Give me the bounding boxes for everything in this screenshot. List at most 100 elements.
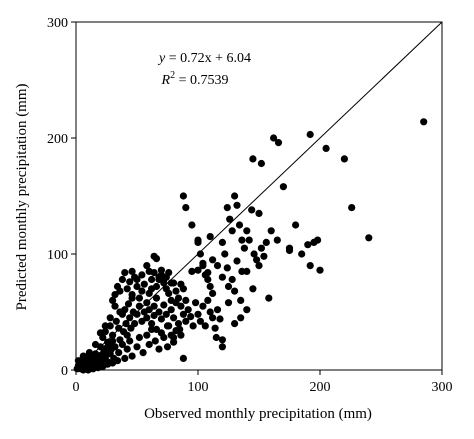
data-point xyxy=(209,289,217,297)
data-point xyxy=(165,289,173,297)
data-point xyxy=(204,275,212,284)
data-point xyxy=(140,280,148,288)
data-point xyxy=(196,250,204,258)
data-point xyxy=(237,314,245,322)
data-point xyxy=(257,244,265,252)
data-point xyxy=(106,314,114,322)
data-point xyxy=(267,227,275,235)
data-point xyxy=(237,296,245,304)
data-point xyxy=(101,322,109,330)
data-point xyxy=(128,291,136,299)
data-point xyxy=(152,294,161,302)
data-point xyxy=(160,333,168,342)
data-point xyxy=(216,315,224,323)
data-point xyxy=(174,294,183,302)
data-point xyxy=(188,267,196,275)
data-point xyxy=(243,267,251,275)
y-tick-label: 100 xyxy=(47,248,68,263)
data-point xyxy=(167,296,175,304)
data-point xyxy=(226,215,234,223)
data-point xyxy=(204,269,212,277)
data-point xyxy=(143,331,151,339)
data-point xyxy=(135,302,143,310)
data-point xyxy=(177,302,185,310)
data-point xyxy=(188,221,196,229)
data-point xyxy=(231,192,239,200)
data-point xyxy=(270,134,278,142)
data-point xyxy=(194,236,202,244)
data-point xyxy=(248,206,256,214)
data-point xyxy=(213,306,222,314)
data-point xyxy=(306,262,314,270)
data-point xyxy=(157,266,165,274)
data-point xyxy=(85,349,93,357)
data-point xyxy=(148,320,156,328)
data-point xyxy=(148,275,156,284)
data-point xyxy=(196,317,204,325)
data-point xyxy=(228,275,236,284)
data-point xyxy=(249,285,257,293)
data-point xyxy=(365,234,373,242)
data-point xyxy=(115,349,123,357)
data-point xyxy=(224,282,233,291)
data-point xyxy=(177,280,185,288)
data-point xyxy=(170,333,178,342)
data-point xyxy=(113,357,122,365)
data-point xyxy=(182,204,190,212)
data-point xyxy=(223,264,231,272)
data-point xyxy=(176,325,184,333)
data-point xyxy=(172,287,180,295)
data-point xyxy=(133,282,141,291)
equation-y-symbol: y xyxy=(157,51,166,66)
data-point xyxy=(420,118,428,126)
data-point xyxy=(218,238,226,246)
one-to-one-line xyxy=(75,21,443,371)
data-point xyxy=(96,329,104,337)
data-point xyxy=(126,337,134,345)
data-point xyxy=(145,340,153,349)
data-point xyxy=(304,241,312,249)
data-point xyxy=(231,320,239,328)
data-point xyxy=(192,299,200,307)
data-point xyxy=(212,333,220,342)
data-point xyxy=(243,306,251,314)
data-point xyxy=(218,336,226,344)
data-point xyxy=(135,333,143,342)
data-point xyxy=(179,192,187,200)
data-point xyxy=(133,343,141,351)
data-point xyxy=(91,340,100,349)
data-point xyxy=(143,262,151,270)
data-point xyxy=(292,221,300,229)
data-point xyxy=(316,266,324,274)
data-point xyxy=(74,357,82,365)
data-point xyxy=(124,300,133,308)
data-point xyxy=(243,227,251,235)
data-point xyxy=(157,315,165,323)
data-point xyxy=(150,269,158,277)
data-point xyxy=(274,139,283,147)
x-tick-label: 300 xyxy=(432,380,453,395)
data-point xyxy=(116,287,124,295)
data-point xyxy=(224,299,233,307)
data-point xyxy=(162,310,170,318)
data-point xyxy=(260,252,268,260)
data-point xyxy=(223,204,231,212)
data-point xyxy=(109,296,117,304)
data-point xyxy=(118,340,126,349)
data-point xyxy=(135,294,143,302)
data-point xyxy=(228,227,236,235)
x-tick-label: 100 xyxy=(188,380,209,395)
data-point xyxy=(213,262,222,270)
data-point xyxy=(199,302,207,310)
data-point xyxy=(179,354,187,362)
data-point xyxy=(245,236,253,244)
data-point xyxy=(170,314,178,322)
data-point xyxy=(167,279,175,287)
data-point xyxy=(128,267,136,275)
data-point xyxy=(123,331,131,339)
data-point xyxy=(206,308,214,316)
data-point xyxy=(155,345,163,353)
data-point xyxy=(174,320,183,328)
data-point xyxy=(182,296,190,304)
data-point xyxy=(79,352,87,360)
